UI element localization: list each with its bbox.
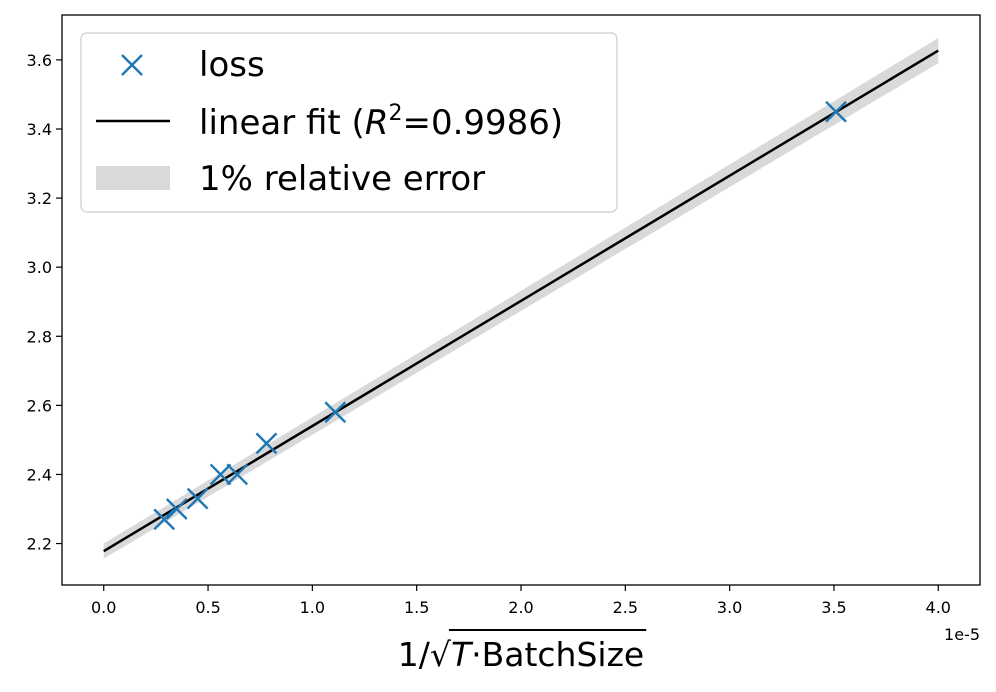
legend-fit-r2-symbol: R: [365, 103, 389, 143]
data-point: [825, 100, 847, 123]
data-point: [153, 508, 176, 531]
x-tick-label: 1.5: [404, 598, 429, 617]
legend-fit-name: linear fit: [199, 103, 341, 143]
y-tick-label: 2.2: [27, 535, 52, 554]
error-band-layer: [103, 38, 939, 559]
x-label-prefix: 1/: [398, 635, 431, 674]
y-tick-label: 3.2: [27, 189, 52, 208]
y-tick-label: 2.4: [27, 465, 52, 484]
data-point: [186, 487, 209, 510]
data-point: [255, 432, 278, 455]
legend-frame: [80, 32, 618, 213]
x-tick-label: 3.0: [717, 598, 742, 617]
x-axis-label: 1/√T·BatchSize: [398, 629, 647, 674]
y-axis: 2.2 2.4 2.6 2.8 3.0 3.2 3.4 3.6: [27, 51, 62, 554]
x-label-t: T: [451, 635, 474, 674]
x-axis: 0.0 0.5 1.0 1.5 2.0 2.5 3.0 3.5 4.0: [91, 585, 951, 617]
legend-fit-r2-value: 0.9986: [431, 103, 550, 143]
x-offset-label: 1e-5: [944, 625, 980, 644]
x-tick-label: 0.0: [91, 598, 116, 617]
legend-fit-r2-equals: =: [402, 103, 431, 143]
legend-marker-band: [96, 166, 170, 190]
legend: loss linear fit (R2=0.9986) 1% relative …: [80, 32, 618, 213]
x-tick-label: 1.0: [300, 598, 325, 617]
data-point: [165, 498, 188, 520]
y-tick-label: 3.6: [27, 51, 52, 70]
y-tick-label: 2.8: [27, 327, 52, 346]
data-point: [324, 401, 347, 424]
x-tick-label: 4.0: [926, 598, 951, 617]
error-band: [103, 38, 939, 559]
x-tick-label: 2.0: [508, 598, 533, 617]
data-point: [226, 463, 249, 486]
x-axis-label-text: 1/√T·BatchSize: [398, 635, 644, 674]
legend-fit-r2-exponent: 2: [388, 101, 402, 126]
legend-label-loss: loss: [199, 45, 265, 85]
data-point: [209, 463, 232, 486]
x-tick-label: 3.5: [821, 598, 846, 617]
legend-label-fit: linear fit (R2=0.9986): [199, 101, 563, 143]
x-label-rest: ·BatchSize: [471, 635, 644, 674]
legend-fit-r2-open: (: [341, 103, 365, 143]
scatter-layer: [153, 100, 847, 531]
legend-fit-r2-close: ): [550, 103, 563, 143]
legend-label-band: 1% relative error: [199, 159, 485, 199]
x-tick-label: 0.5: [195, 598, 220, 617]
x-label-radical: √: [430, 635, 452, 674]
y-tick-label: 3.4: [27, 120, 52, 139]
legend-marker-loss: [121, 54, 143, 76]
x-tick-label: 2.5: [613, 598, 638, 617]
y-tick-label: 2.6: [27, 396, 52, 415]
y-tick-label: 3.0: [27, 258, 52, 277]
